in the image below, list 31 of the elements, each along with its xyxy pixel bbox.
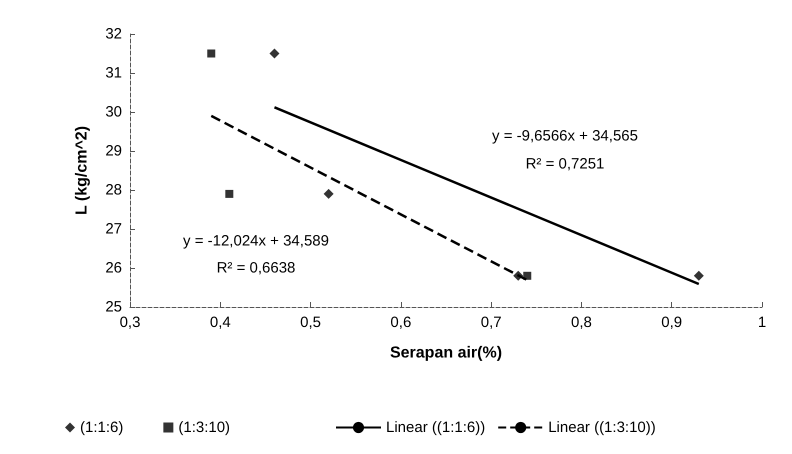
y-tick-label: 27 xyxy=(105,220,122,238)
y-axis-title: L (kg/cm^2) xyxy=(74,126,90,216)
x-axis-title: Serapan air(%) xyxy=(390,344,502,362)
legend-label: (1:1:6) xyxy=(80,419,124,436)
point xyxy=(225,190,234,198)
point xyxy=(269,48,280,58)
annotation: y = -9,6566x + 34,565 xyxy=(492,128,638,144)
legend-label: Linear ((1:1:6)) xyxy=(386,419,486,436)
point xyxy=(694,270,704,281)
x-tick-label: 0,7 xyxy=(480,314,502,331)
x-tick-label: 0,9 xyxy=(661,314,682,331)
y-tick-label: 32 xyxy=(105,26,122,42)
x-tick-label: 0,8 xyxy=(571,314,592,331)
legend-label: Linear ((1:3:10)) xyxy=(548,419,656,436)
x-tick-label: 0,6 xyxy=(390,314,412,331)
x-tick-label: 0,3 xyxy=(120,314,140,331)
annotation: y = -12,024x + 34,589 xyxy=(183,232,329,250)
y-tick-label: 29 xyxy=(105,142,122,160)
y-tick-label: 25 xyxy=(105,298,122,316)
point xyxy=(324,188,334,199)
x-tick-label: 0,4 xyxy=(210,314,231,331)
legend-label: (1:3:10) xyxy=(178,419,230,436)
annotation: R² = 0,6638 xyxy=(216,260,296,276)
x-tick-label: 0,5 xyxy=(300,314,321,331)
y-tick-label: 28 xyxy=(105,182,122,198)
x-tick-label: 1 xyxy=(758,314,766,331)
y-tick-label: 31 xyxy=(105,64,122,82)
point xyxy=(207,50,216,58)
y-tick-label: 30 xyxy=(105,104,122,120)
y-tick-label: 26 xyxy=(105,260,122,276)
annotation: R² = 0,7251 xyxy=(526,156,604,172)
